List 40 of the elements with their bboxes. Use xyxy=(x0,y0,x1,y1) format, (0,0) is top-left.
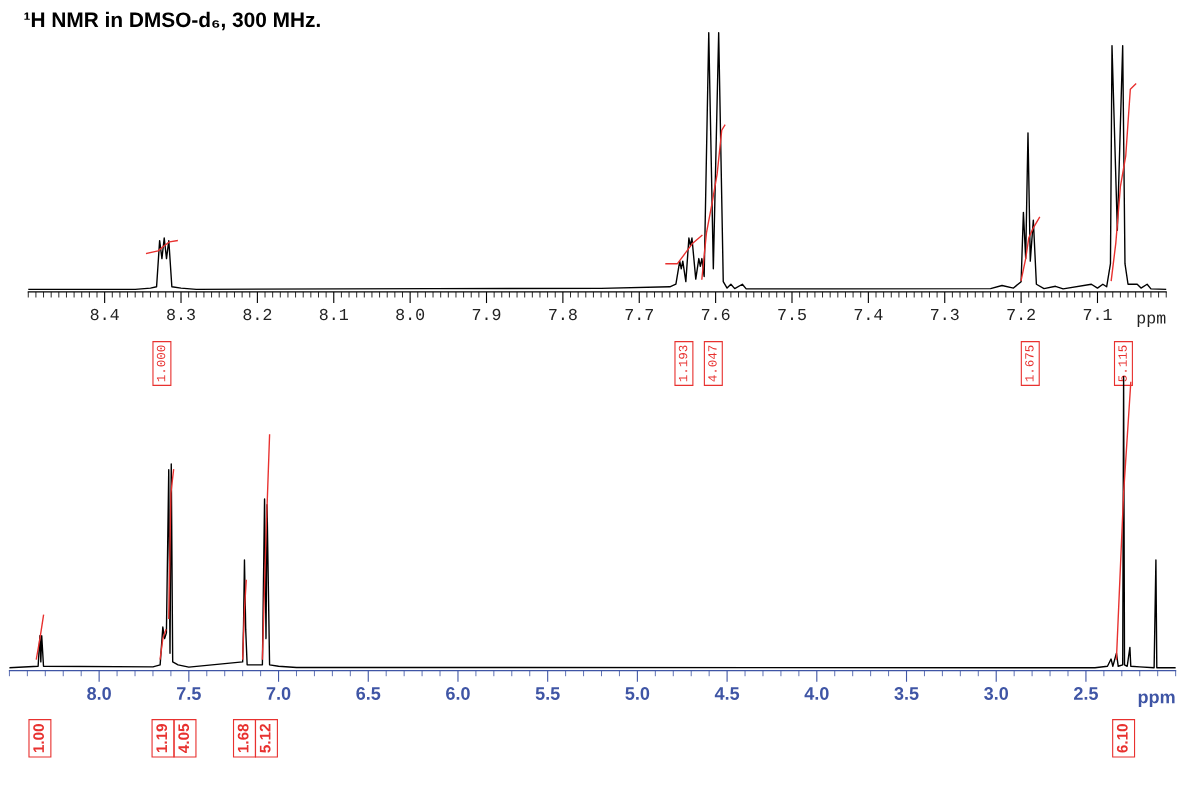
annotation: 1.000 xyxy=(156,345,166,382)
x-tick-label: 4.0 xyxy=(804,687,829,700)
chart-title: ¹H NMR in DMSO-d₆, 300 MHz. xyxy=(24,11,320,31)
x-tick-label: 6.0 xyxy=(446,687,470,700)
x-tick-label: 7.5 xyxy=(177,687,201,700)
x-tick-label: 8.2 xyxy=(243,308,272,321)
x-tick-label: 8.1 xyxy=(319,308,348,321)
x-tick-label: 7.0 xyxy=(266,687,291,700)
text: 1.19 xyxy=(156,723,168,753)
text: 5.12 xyxy=(259,724,271,753)
x-tick-label: 8.0 xyxy=(87,687,111,700)
text: 4.05 xyxy=(178,723,190,753)
annotation: 4.047 xyxy=(708,345,717,382)
x-tick-label: 7.6 xyxy=(701,308,730,321)
x-tick-label: 7.1 xyxy=(1083,309,1112,320)
x-tick-label: 4.5 xyxy=(714,687,740,700)
x-tick-label: 7.8 xyxy=(549,308,577,321)
x-tick-label: 3.0 xyxy=(984,687,1009,700)
x-tick-label: 8.3 xyxy=(167,308,195,321)
annotation: 1.193 xyxy=(678,345,688,382)
x-tick-label: 7.3 xyxy=(931,308,959,321)
x-tick-label: 8.0 xyxy=(396,308,425,321)
text: 6.10 xyxy=(1116,724,1128,753)
x-tick-label: 7.9 xyxy=(472,308,501,321)
x-axis-title: ppm xyxy=(1137,314,1166,327)
annotation: 1.675 xyxy=(1025,345,1034,382)
text: 1.68 xyxy=(237,723,249,753)
annotation: 5.115 xyxy=(1118,345,1127,382)
x-tick-label: 3.5 xyxy=(894,687,919,700)
x-tick-label: 7.7 xyxy=(625,309,653,320)
x-tick-label: 7.4 xyxy=(854,309,883,320)
x-axis-title: ppm xyxy=(1138,693,1175,707)
x-tick-label: 2.5 xyxy=(1074,687,1098,700)
text: 1.00 xyxy=(33,724,45,753)
x-tick-label: 5.5 xyxy=(535,687,560,700)
x-tick-label: 7.2 xyxy=(1007,308,1035,320)
x-tick-label: 5.0 xyxy=(625,687,650,700)
x-tick-label: 8.4 xyxy=(90,308,119,321)
x-tick-label: 7.5 xyxy=(778,309,806,321)
x-tick-label: 6.5 xyxy=(356,687,381,700)
